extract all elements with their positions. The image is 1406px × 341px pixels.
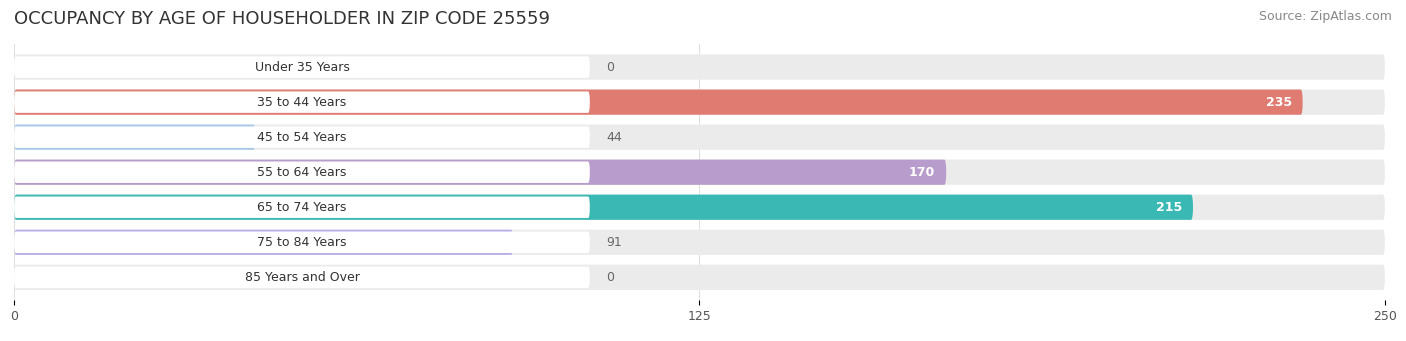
Text: 55 to 64 Years: 55 to 64 Years [257,166,347,179]
FancyBboxPatch shape [14,196,591,218]
FancyBboxPatch shape [14,195,1385,220]
Text: 170: 170 [910,166,935,179]
FancyBboxPatch shape [14,91,591,113]
Text: 65 to 74 Years: 65 to 74 Years [257,201,347,214]
FancyBboxPatch shape [14,265,1385,290]
FancyBboxPatch shape [14,56,591,78]
Text: 0: 0 [606,271,614,284]
FancyBboxPatch shape [14,232,591,253]
FancyBboxPatch shape [14,160,946,185]
Text: 215: 215 [1156,201,1182,214]
Text: Under 35 Years: Under 35 Years [254,61,349,74]
FancyBboxPatch shape [14,90,1303,115]
FancyBboxPatch shape [14,162,591,183]
Text: 0: 0 [606,61,614,74]
Text: 45 to 54 Years: 45 to 54 Years [257,131,347,144]
FancyBboxPatch shape [14,160,1385,185]
FancyBboxPatch shape [14,229,513,255]
Text: 75 to 84 Years: 75 to 84 Years [257,236,347,249]
Text: 35 to 44 Years: 35 to 44 Years [257,95,346,109]
FancyBboxPatch shape [14,267,591,288]
FancyBboxPatch shape [14,195,1192,220]
Text: 235: 235 [1265,95,1292,109]
FancyBboxPatch shape [14,124,256,150]
FancyBboxPatch shape [14,124,1385,150]
Text: Source: ZipAtlas.com: Source: ZipAtlas.com [1258,10,1392,23]
FancyBboxPatch shape [14,229,1385,255]
FancyBboxPatch shape [14,127,591,148]
Text: 91: 91 [606,236,621,249]
FancyBboxPatch shape [14,55,1385,80]
FancyBboxPatch shape [14,90,1385,115]
Text: 85 Years and Over: 85 Years and Over [245,271,360,284]
Text: OCCUPANCY BY AGE OF HOUSEHOLDER IN ZIP CODE 25559: OCCUPANCY BY AGE OF HOUSEHOLDER IN ZIP C… [14,10,550,28]
Text: 44: 44 [606,131,621,144]
